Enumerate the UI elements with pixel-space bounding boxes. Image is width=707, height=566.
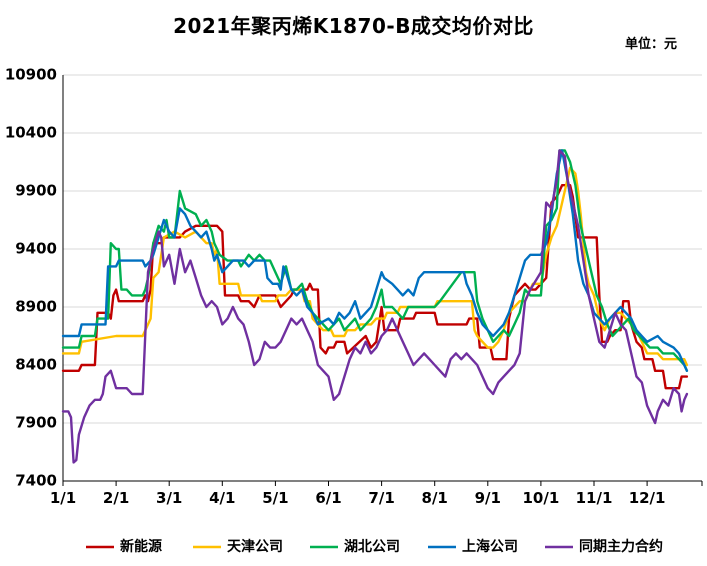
gridlines <box>63 74 702 424</box>
series-line-3 <box>61 149 689 372</box>
legend-label: 天津公司 <box>227 538 283 555</box>
series-line-2 <box>61 149 689 372</box>
legend-label: 上海公司 <box>462 538 518 555</box>
x-tick-label: 9/1 <box>475 489 501 507</box>
x-tick-label: 11/1 <box>576 489 613 507</box>
x-tick-label: 1/1 <box>50 489 76 507</box>
legend: 新能源 天津公司 湖北公司 上海公司 同期主力合约 <box>86 538 663 555</box>
y-tick-label: 7900 <box>15 414 57 432</box>
legend-label: 湖北公司 <box>344 539 400 555</box>
y-tick-label: 7400 <box>15 472 57 490</box>
y-tick-label: 10400 <box>5 124 57 142</box>
x-tick-label: 10/1 <box>523 489 560 507</box>
x-tick-label: 12/1 <box>629 489 666 507</box>
y-tick-label: 9900 <box>15 182 57 200</box>
x-tick-label: 2/1 <box>103 489 129 507</box>
y-tick-label: 8400 <box>15 356 57 374</box>
series-line-4 <box>61 149 689 464</box>
x-tick-label: 6/1 <box>315 489 341 507</box>
y-tick-label: 10900 <box>5 66 57 84</box>
x-tick-label: 3/1 <box>156 489 182 507</box>
y-tick-label: 8900 <box>15 298 57 316</box>
series-line-1 <box>61 166 689 367</box>
x-tick-label: 8/1 <box>422 489 448 507</box>
legend-label: 新能源 <box>120 538 162 555</box>
chart-title: 2021年聚丙烯K1870-B成交均价对比 <box>173 14 534 38</box>
axes: 7400 7900 8400 8900 9400 9900 10400 10900 1/1 2/1… <box>5 66 703 507</box>
series-lines <box>61 149 689 464</box>
y-tick-label: 9400 <box>15 240 57 258</box>
legend-label: 同期主力合约 <box>579 538 663 555</box>
unit-label: 单位：元 <box>624 37 677 52</box>
x-tick-label: 5/1 <box>262 489 288 507</box>
series-line-0 <box>61 184 689 390</box>
x-tick-label: 7/1 <box>368 489 394 507</box>
x-tick-label: 4/1 <box>209 489 235 507</box>
